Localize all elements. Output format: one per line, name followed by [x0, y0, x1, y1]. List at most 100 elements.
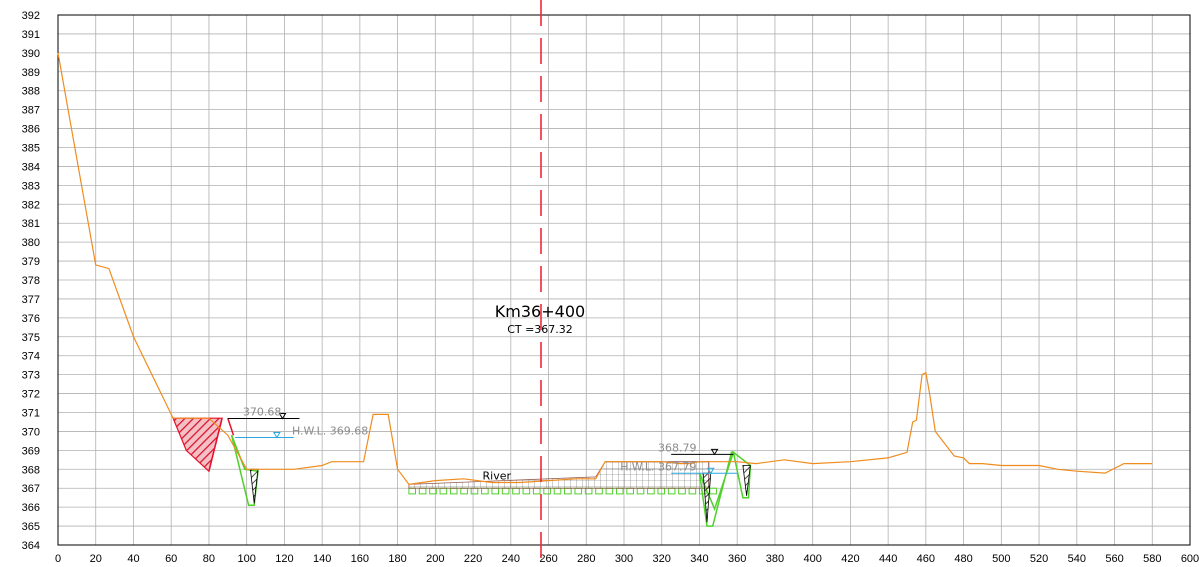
- river-bed-block: [481, 487, 489, 495]
- y-tick-label: 378: [22, 275, 40, 287]
- y-tick-label: 387: [22, 105, 40, 117]
- river-bed-block: [553, 487, 562, 495]
- annotation-0: 370.68: [243, 406, 281, 419]
- right-ditch-hatch-b: [742, 465, 751, 496]
- level-marker-right: [710, 448, 719, 456]
- river-bed-block: [439, 487, 448, 495]
- river-bed-block: [418, 487, 427, 495]
- series-line-0: [57, 52, 1153, 486]
- y-tick-label: 390: [22, 48, 40, 60]
- river-bed-block: [460, 487, 468, 495]
- y-tick-label: 388: [22, 86, 40, 98]
- x-tick-label: 540: [1068, 553, 1086, 565]
- y-tick-label: 386: [22, 124, 40, 136]
- x-tick-label: 160: [351, 553, 369, 565]
- y-tick-label: 381: [22, 218, 40, 230]
- y-tick-label: 392: [22, 10, 40, 22]
- y-tick-label: 373: [22, 370, 40, 382]
- y-tick-label: 371: [22, 408, 40, 420]
- x-tick-label: 80: [203, 553, 215, 565]
- river-bed-block: [678, 487, 686, 495]
- river-bed-block: [522, 487, 531, 495]
- left-cut-edge: [227, 417, 235, 436]
- plot-frame: [57, 14, 1191, 546]
- river-bed-block: [605, 487, 614, 495]
- chart-subtitle: CT =367.32: [507, 323, 573, 336]
- y-tick-label: 382: [22, 199, 40, 211]
- x-tick-label: 460: [917, 553, 935, 565]
- x-tick-label: 480: [954, 553, 972, 565]
- river-bed-block: [636, 487, 645, 495]
- y-tick-label: 370: [22, 426, 40, 438]
- annotation-1: H.W.L. 369.68: [292, 424, 368, 437]
- y-tick-label: 366: [22, 502, 40, 514]
- y-tick-label: 379: [22, 256, 40, 268]
- chart-title: Km36+400: [495, 302, 585, 321]
- x-tick-label: 100: [237, 553, 255, 565]
- river-bed-block: [449, 487, 458, 495]
- x-tick-label: 420: [841, 553, 859, 565]
- x-tick-label: 40: [127, 553, 139, 565]
- y-tick-label: 375: [22, 332, 40, 344]
- left-cut-slope: [208, 418, 223, 472]
- x-tick-label: 580: [1143, 553, 1161, 565]
- river-bed-block: [657, 487, 666, 495]
- x-tick-label: 180: [388, 553, 406, 565]
- right-ditch-b: [732, 450, 752, 499]
- y-tick-label: 376: [22, 313, 40, 325]
- x-tick-label: 500: [992, 553, 1010, 565]
- grid-lines: [57, 14, 1191, 546]
- x-tick-label: 340: [690, 553, 708, 565]
- x-tick-label: 560: [1105, 553, 1123, 565]
- level-marker-left: [278, 413, 287, 420]
- y-tick-label: 364: [22, 540, 40, 552]
- x-tick-label: 260: [539, 553, 557, 565]
- annotation-3: H.W.L. 367.79: [620, 460, 696, 473]
- water-markers: [272, 413, 719, 475]
- x-tick-label: 520: [1030, 553, 1048, 565]
- y-tick-label: 372: [22, 389, 40, 401]
- river-bed-block: [532, 487, 541, 495]
- annotation-2: 368.79: [658, 441, 697, 454]
- x-tick-label: 360: [728, 553, 746, 565]
- x-tick-label: 20: [90, 553, 102, 565]
- x-tick-label: 140: [313, 553, 331, 565]
- x-tick-label: 300: [615, 553, 633, 565]
- y-tick-label: 374: [22, 351, 40, 363]
- river-bed-block: [543, 487, 551, 495]
- x-tick-label: 240: [502, 553, 520, 565]
- y-tick-label: 385: [22, 143, 40, 155]
- x-tick-label: 400: [803, 553, 821, 565]
- annotations: 370.68 H.W.L. 369.68 368.79 H.W.L. 367.79 Ri…: [243, 406, 697, 483]
- series-lines: [57, 52, 1153, 486]
- river-bed-block: [408, 487, 417, 495]
- y-tick-label: 389: [22, 67, 40, 79]
- river-bed-block: [595, 487, 603, 495]
- river-bed-block: [512, 487, 520, 495]
- x-tick-label: 200: [426, 553, 444, 565]
- river-bed-block: [491, 487, 500, 495]
- river-bed-block: [564, 487, 572, 495]
- river-bed-block: [647, 487, 655, 495]
- hwl-marker-right: [706, 467, 715, 475]
- x-tick-label: 440: [879, 553, 897, 565]
- x-tick-label: 60: [165, 553, 177, 565]
- river-bed-block: [470, 487, 479, 495]
- y-tick-labels: 364 365 366 367 368 369 370 371 372 373 374 375 376 3…: [22, 10, 40, 552]
- y-tick-label: 368: [22, 464, 40, 476]
- x-tick-label: 0: [55, 553, 61, 565]
- river-bed-block: [574, 487, 583, 495]
- x-tick-label: 600: [1181, 553, 1199, 565]
- river-bed-block: [615, 487, 624, 495]
- right-ditch: [698, 451, 735, 527]
- x-tick-label: 220: [464, 553, 482, 565]
- y-tick-label: 380: [22, 237, 40, 249]
- river-bed-block: [709, 487, 717, 495]
- hwl-marker-left: [272, 431, 281, 439]
- river-bed-block: [667, 487, 676, 495]
- x-tick-labels: 0 20 40 60 80 100 120 140 160 180 200 220 240 260 280 3…: [55, 553, 1199, 565]
- y-tick-label: 367: [22, 483, 40, 495]
- y-tick-label: 383: [22, 180, 40, 192]
- x-tick-label: 380: [766, 553, 784, 565]
